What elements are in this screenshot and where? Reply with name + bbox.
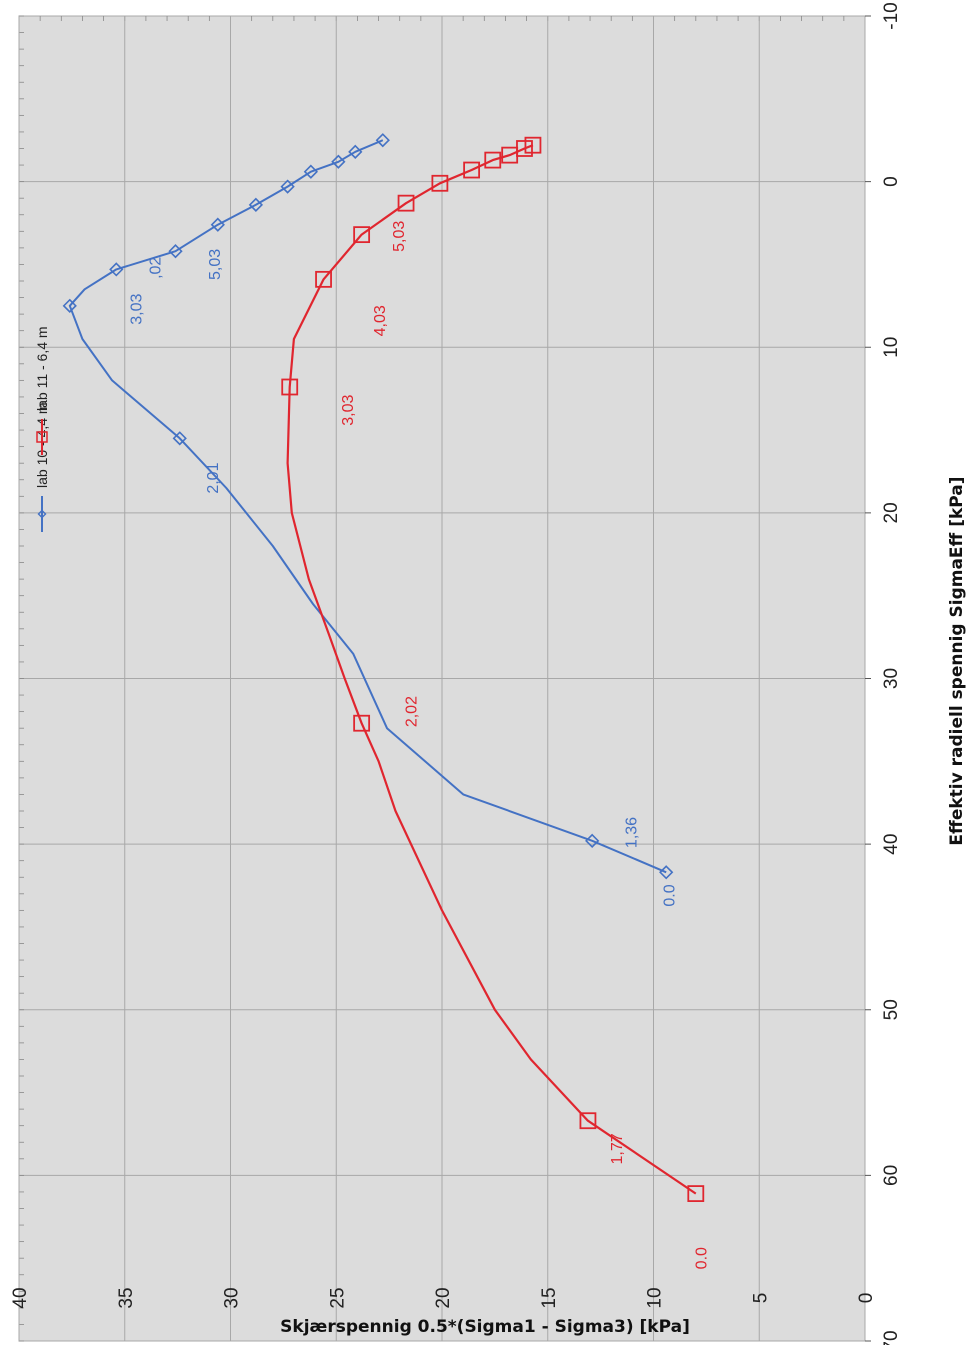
annotation-label: 2,01 [205, 462, 222, 493]
data-point [579, 1112, 597, 1130]
data-point [585, 833, 600, 848]
annotation-label: 4,03 [372, 305, 389, 336]
x-tick-label: 50 [881, 999, 902, 1020]
x-tick-label: 10 [881, 337, 902, 358]
legend-marker [36, 431, 48, 443]
data-point [248, 197, 264, 212]
annotation-label: 0.0 [662, 884, 679, 906]
annotation-label: 5,03 [207, 249, 224, 280]
annotation-label: 0.0 [693, 1247, 710, 1269]
data-point [62, 298, 77, 313]
annotation-label: 2,02 [404, 696, 421, 727]
data-point [168, 244, 183, 259]
series-line [68, 139, 667, 874]
annotation-label: 3,03 [129, 294, 146, 325]
legend-item: lab 11 - 6,4 m [34, 326, 50, 455]
y-tick-label: 5 [750, 1293, 771, 1304]
grid-lines [18, 15, 866, 1342]
y-tick-label: 0 [856, 1293, 877, 1304]
x-axis-ticks: -10 0 10 20 30 40 50 60 70 [865, 2, 902, 1345]
series-2 [281, 136, 705, 1202]
x-tick-label: 70 [881, 1330, 902, 1345]
data-point [172, 431, 187, 446]
data-point [109, 262, 124, 277]
data-point [431, 174, 449, 192]
data-point [375, 133, 390, 148]
data-point [280, 179, 295, 194]
y-axis-title: Skjærspennig 0.5*(Sigma1 - Sigma3) [kPa] [280, 1317, 690, 1337]
y-tick-label: 25 [327, 1287, 348, 1308]
x-axis-title: Effektiv radiell spennig SigmaEff [kPa] [947, 476, 967, 845]
data-point [303, 164, 319, 179]
data-point [463, 161, 481, 179]
x-tick-label: 30 [881, 668, 902, 689]
annotation-layer: 3,03,02 5,032,011,360.03,034,035,032,021,… [129, 221, 711, 1270]
legend-marker [37, 509, 47, 519]
y-tick-label: 40 [10, 1287, 31, 1308]
annotation-label: 1,77 [609, 1133, 626, 1164]
x-tick-label: 40 [881, 834, 902, 855]
series-1 [62, 133, 674, 880]
data-point [353, 226, 371, 244]
data-point [353, 714, 371, 732]
annotation-label: 3,03 [340, 395, 357, 426]
data-point [281, 378, 299, 396]
series-layer [62, 133, 705, 1202]
y-tick-label: 20 [433, 1287, 454, 1308]
y-tick-label: 35 [116, 1287, 137, 1308]
annotation-label: ,02 [148, 257, 165, 279]
x-tick-label: 0 [881, 176, 902, 187]
data-point [501, 146, 519, 164]
data-point [348, 144, 363, 159]
data-point [331, 154, 346, 169]
data-point [315, 270, 332, 288]
x-tick-label: -10 [881, 2, 902, 29]
series-line [286, 144, 697, 1195]
x-tick-label: 60 [881, 1165, 902, 1186]
data-point [687, 1185, 705, 1202]
y-tick-label: 10 [645, 1287, 666, 1308]
data-point [484, 151, 502, 169]
y-tick-label: 15 [539, 1287, 560, 1308]
annotation-label: 5,03 [391, 221, 408, 252]
x-tick-label: 20 [881, 502, 902, 523]
data-point [210, 217, 225, 232]
data-point [659, 865, 674, 880]
legend-label: lab 11 - 6,4 m [34, 326, 50, 411]
annotation-label: 1,36 [624, 817, 641, 848]
data-point [397, 194, 415, 212]
y-tick-label: 30 [222, 1287, 243, 1308]
data-point [524, 136, 542, 154]
y-axis-ticks: 0 5 10 15 20 25 30 35 40 [10, 1287, 877, 1308]
